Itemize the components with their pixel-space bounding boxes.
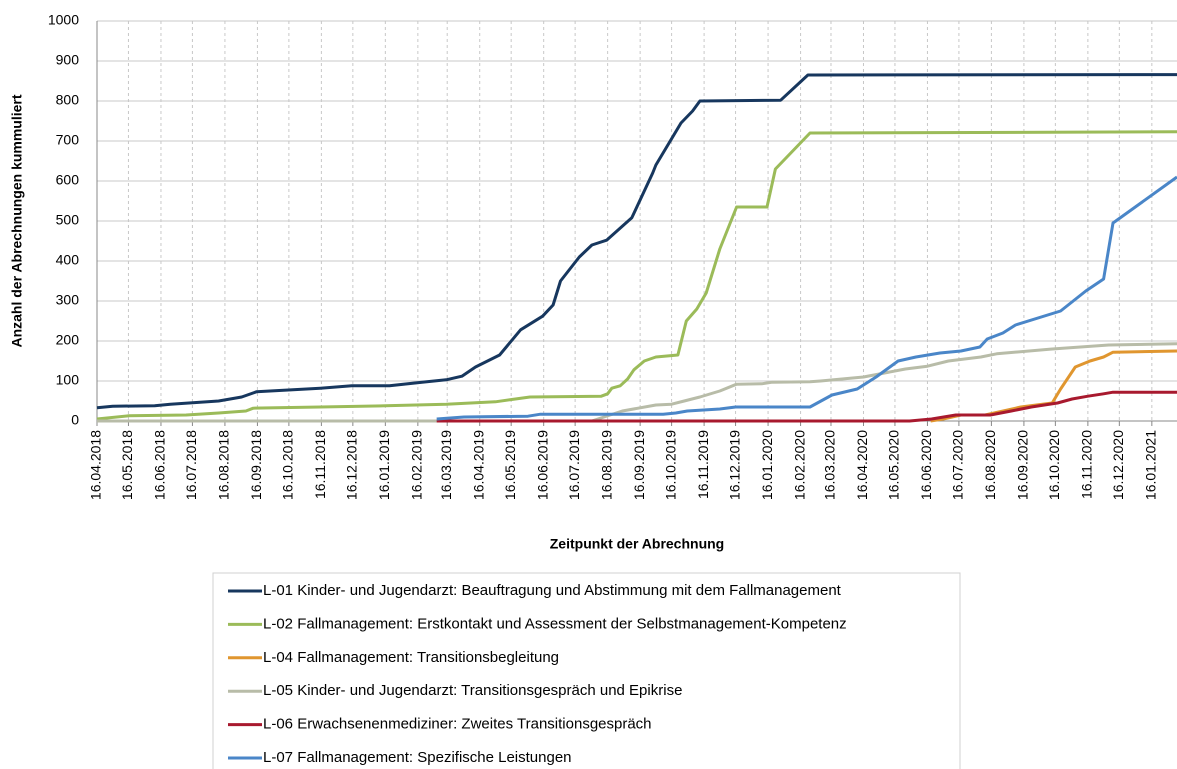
y-tick-label: 1000 [48,12,79,28]
y-axis-title: Anzahl der Abrechnungen kummuliert [9,94,25,347]
x-tick-label: 16.02.2020 [791,430,807,500]
y-tick-label: 800 [56,92,80,108]
x-tick-label: 16.12.2019 [726,430,742,500]
series-line [436,390,1177,423]
x-tick-label: 16.09.2018 [248,430,264,500]
x-tick-label: 16.01.2020 [759,430,775,500]
x-tick-label: 16.05.2018 [119,430,135,500]
series-line [96,73,1177,410]
x-tick-label: 16.01.2019 [376,430,392,500]
x-tick-label: 16.07.2020 [950,430,966,500]
y-tick-label: 900 [56,52,80,68]
y-tick-label: 300 [56,292,80,308]
series-line [930,349,1177,423]
x-tick-label: 16.06.2019 [534,430,550,500]
x-tick-label: 16.10.2018 [280,430,296,500]
x-axis-title: Zeitpunkt der Abrechnung [550,536,724,552]
x-tick-label: 16.03.2020 [822,430,838,500]
x-tick-label: 16.12.2018 [344,430,360,500]
x-tick-label: 16.07.2018 [183,430,199,500]
y-tick-label: 500 [56,212,80,228]
x-tick-label: 16.02.2019 [409,430,425,500]
legend-label: L-01 Kinder- und Jugendarzt: Beauftragun… [263,582,842,599]
y-tick-label: 600 [56,172,80,188]
x-tick-label: 16.09.2020 [1015,430,1031,500]
x-tick-label: 16.05.2020 [886,430,902,500]
x-tick-label: 16.06.2020 [918,430,934,500]
y-tick-label: 700 [56,132,80,148]
x-tick-label: 16.11.2018 [312,430,328,499]
x-tick-label: 16.03.2019 [438,430,454,500]
series-line [436,175,1177,421]
legend-box [212,572,961,769]
series-line [96,130,1177,421]
x-tick-label: 16.08.2018 [216,430,232,500]
x-tick-label: 16.10.2019 [662,430,678,500]
legend-label: L-07 Fallmanagement: Spezifische Leistun… [263,749,572,766]
x-tick-label: 16.11.2020 [1079,430,1095,499]
x-tick-label: 16.11.2019 [695,430,711,499]
x-tick-label: 16.01.2021 [1143,430,1159,500]
x-tick-label: 16.09.2019 [631,430,647,500]
x-tick-label: 16.04.2018 [88,430,104,500]
x-tick-label: 16.07.2019 [566,430,582,500]
x-tick-label: 16.10.2020 [1046,430,1062,500]
y-tick-label: 400 [56,252,80,268]
x-tick-label: 16.04.2019 [470,430,486,500]
legend: L-01 Kinder- und Jugendarzt: Beauftragun… [228,582,847,766]
x-tick-label: 16.12.2020 [1110,430,1126,500]
x-tick-label: 16.06.2018 [152,430,168,500]
legend-label: L-05 Kinder- und Jugendarzt: Transitions… [263,682,682,699]
legend-label: L-04 Fallmanagement: Transitionsbegleitu… [263,649,559,666]
y-tick-label: 0 [71,412,79,428]
x-tick-label: 16.05.2019 [502,430,518,500]
y-tick-label: 200 [56,332,80,348]
x-tick-label: 16.04.2020 [854,430,870,500]
legend-label: L-02 Fallmanagement: Erstkontakt und Ass… [263,615,847,632]
legend-label: L-06 Erwachsenenmediziner: Zweites Trans… [263,716,652,733]
x-tick-label: 16.08.2020 [982,430,998,500]
x-tick-label: 16.08.2019 [598,430,614,500]
series-line [97,342,1177,423]
y-tick-label: 100 [56,372,80,388]
